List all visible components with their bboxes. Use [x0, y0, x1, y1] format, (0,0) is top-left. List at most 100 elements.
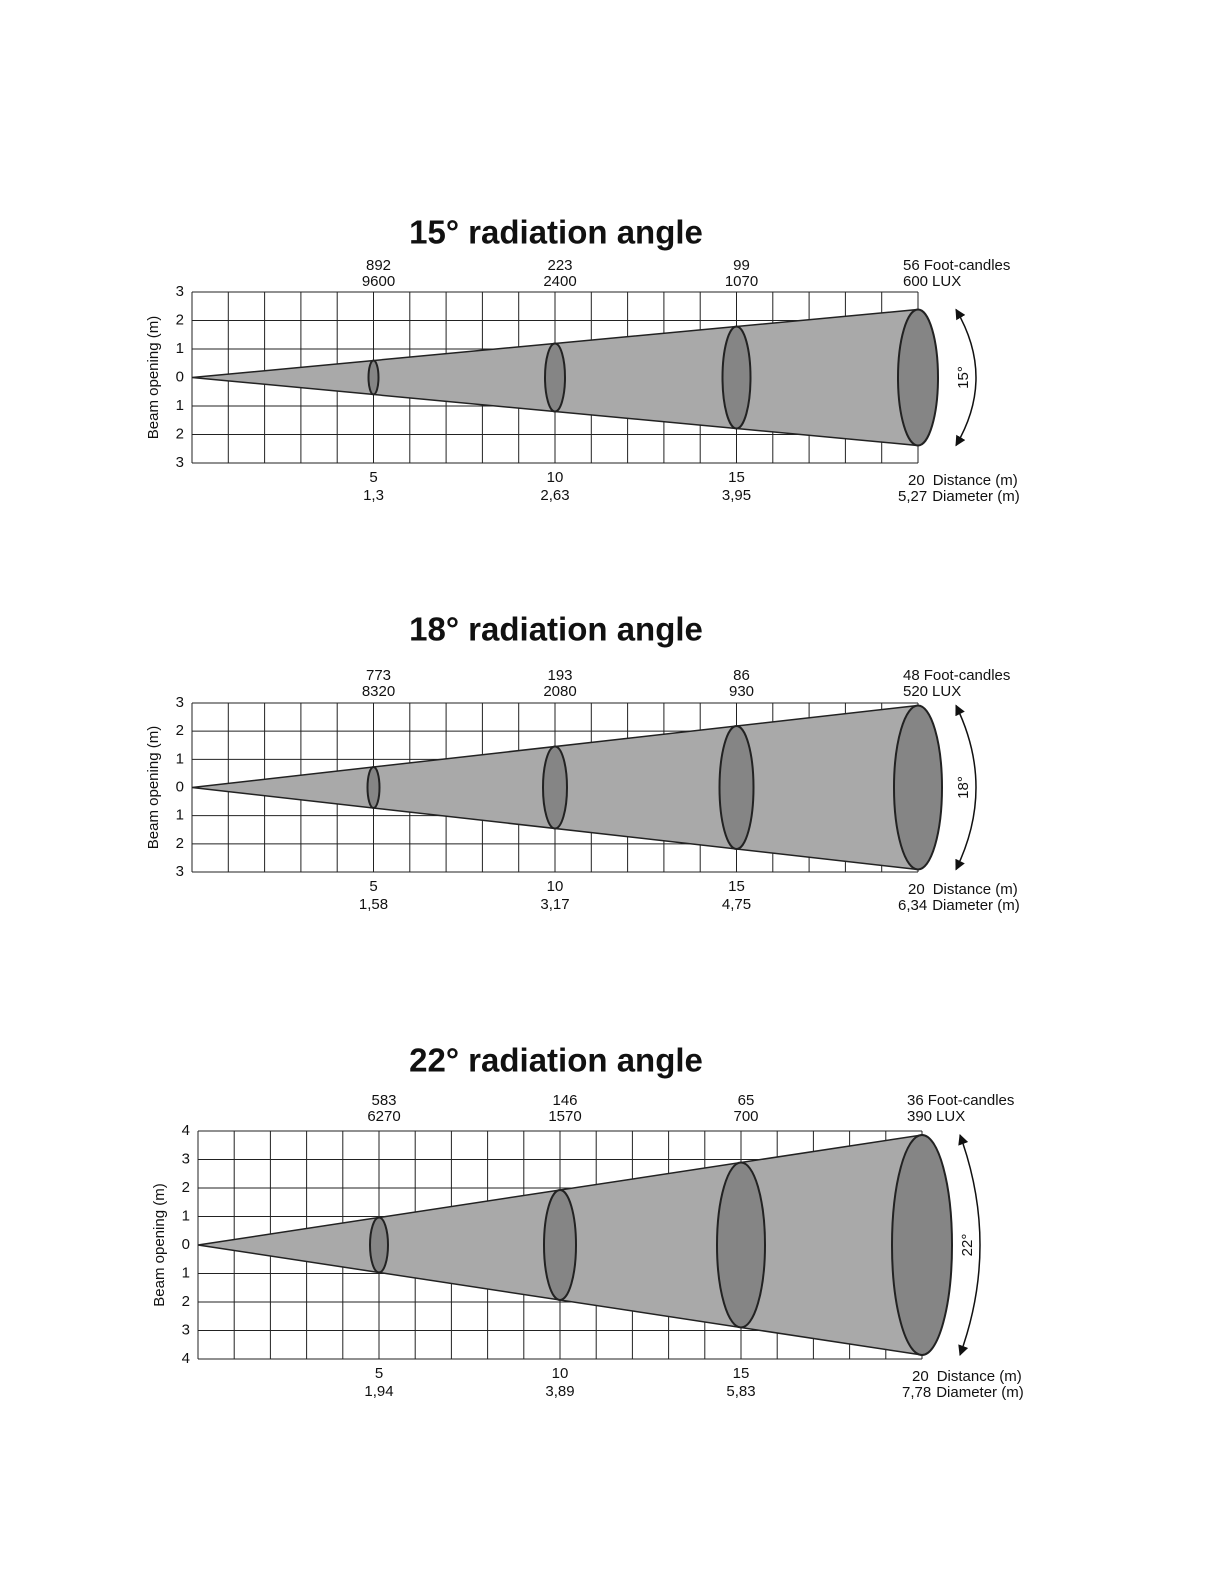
beam-section [718, 725, 755, 850]
y-label: 1 [176, 807, 184, 824]
beam-section [542, 745, 568, 830]
lux: 9600 [362, 273, 395, 290]
y-label: 3 [176, 454, 184, 471]
y-label: 3 [182, 1321, 190, 1338]
y-label: 3 [182, 1150, 190, 1167]
lux-unit: LUX [932, 273, 961, 290]
lux: 520 [903, 683, 928, 700]
diameter: 1,58 [359, 896, 388, 913]
foot-candles: 56 [903, 257, 920, 274]
angle-arc [958, 1134, 981, 1356]
foot-candles: 773 [366, 667, 391, 684]
diagram-title: 15° radiation angle [409, 214, 703, 251]
y-label: 1 [176, 750, 184, 767]
diagram-title: 22° radiation angle [409, 1042, 703, 1079]
distance: 15 [728, 878, 745, 895]
lux: 1570 [548, 1108, 581, 1125]
y-label: 2 [176, 425, 184, 442]
lux: 390 [907, 1108, 932, 1125]
distance: 5 [375, 1365, 383, 1382]
beam-section [369, 1216, 389, 1274]
angle-label: 15° [955, 366, 972, 389]
lux: 700 [733, 1108, 758, 1125]
y-label: 2 [182, 1293, 190, 1310]
y-label: 0 [176, 778, 184, 795]
foot-candles: 36 [907, 1092, 924, 1109]
y-label: 1 [182, 1264, 190, 1281]
foot-candles: 48 [903, 667, 920, 684]
y-label: 0 [176, 368, 184, 385]
distance-unit: Distance (m) [933, 881, 1018, 898]
diameter: 3,95 [722, 487, 751, 504]
foot-candles: 892 [366, 257, 391, 274]
y-label: 2 [176, 722, 184, 739]
diameter-unit: Diameter (m) [936, 1384, 1024, 1401]
foot-candles: 583 [371, 1092, 396, 1109]
y-label: 3 [176, 283, 184, 300]
beam-section [543, 1189, 577, 1301]
distance: 5 [369, 878, 377, 895]
foot-candles: 99 [733, 257, 750, 274]
y-label: 3 [176, 863, 184, 880]
angle-arc [955, 704, 977, 871]
diagram-title: 18° radiation angle [409, 611, 703, 648]
foot-candles: 86 [733, 667, 750, 684]
lux: 8320 [362, 683, 395, 700]
foot-candles: 223 [547, 257, 572, 274]
diameter: 3,17 [540, 896, 569, 913]
diameter: 4,75 [722, 896, 751, 913]
distance: 10 [547, 878, 564, 895]
foot-candles: 65 [738, 1092, 755, 1109]
y-label: 1 [182, 1207, 190, 1224]
distance: 20 [908, 881, 925, 898]
lux: 6270 [367, 1108, 400, 1125]
lux: 600 [903, 273, 928, 290]
foot-candles-unit: Foot-candles [924, 257, 1011, 274]
distance: 15 [728, 469, 745, 486]
distance: 20 [912, 1368, 929, 1385]
y-label: 3 [176, 694, 184, 711]
angle-label: 22° [959, 1234, 976, 1257]
distance-unit: Distance (m) [933, 472, 1018, 489]
beam-section [716, 1161, 766, 1329]
lux: 930 [729, 683, 754, 700]
diameter: 5,83 [726, 1383, 755, 1400]
y-label: 2 [176, 311, 184, 328]
y-label: 4 [182, 1350, 190, 1367]
beam-section [891, 1134, 953, 1356]
y-label: 4 [182, 1122, 190, 1139]
y-axis-label: Beam opening (m) [151, 1183, 168, 1306]
y-axis-label: Beam opening (m) [145, 316, 162, 439]
distance: 5 [369, 469, 377, 486]
diameter: 2,63 [540, 487, 569, 504]
beam-diagram: 15° radiation angle 3 2 10 1 2 3 Beam opening (… [145, 214, 1020, 505]
foot-candles-unit: Foot-candles [928, 1092, 1015, 1109]
lux-unit: LUX [936, 1108, 965, 1125]
diameter: 6,34 [898, 897, 927, 914]
distance: 10 [547, 469, 564, 486]
y-label: 1 [176, 397, 184, 414]
diameter: 1,3 [363, 487, 384, 504]
foot-candles-unit: Foot-candles [924, 667, 1011, 684]
beam-section [721, 325, 752, 430]
diameter: 1,94 [364, 1383, 393, 1400]
lux: 2080 [543, 683, 576, 700]
diameter: 5,27 [898, 488, 927, 505]
angle-label: 18° [955, 776, 972, 799]
lux: 1070 [725, 273, 758, 290]
distance: 10 [552, 1365, 569, 1382]
distance-unit: Distance (m) [937, 1368, 1022, 1385]
y-label: 2 [176, 835, 184, 852]
beam-section [897, 308, 939, 447]
diameter-unit: Diameter (m) [932, 488, 1020, 505]
foot-candles: 193 [547, 667, 572, 684]
lux: 2400 [543, 273, 576, 290]
y-label: 2 [182, 1179, 190, 1196]
beam-section [544, 342, 566, 413]
y-label: 0 [182, 1236, 190, 1253]
diameter: 3,89 [545, 1383, 574, 1400]
distance: 15 [733, 1365, 750, 1382]
